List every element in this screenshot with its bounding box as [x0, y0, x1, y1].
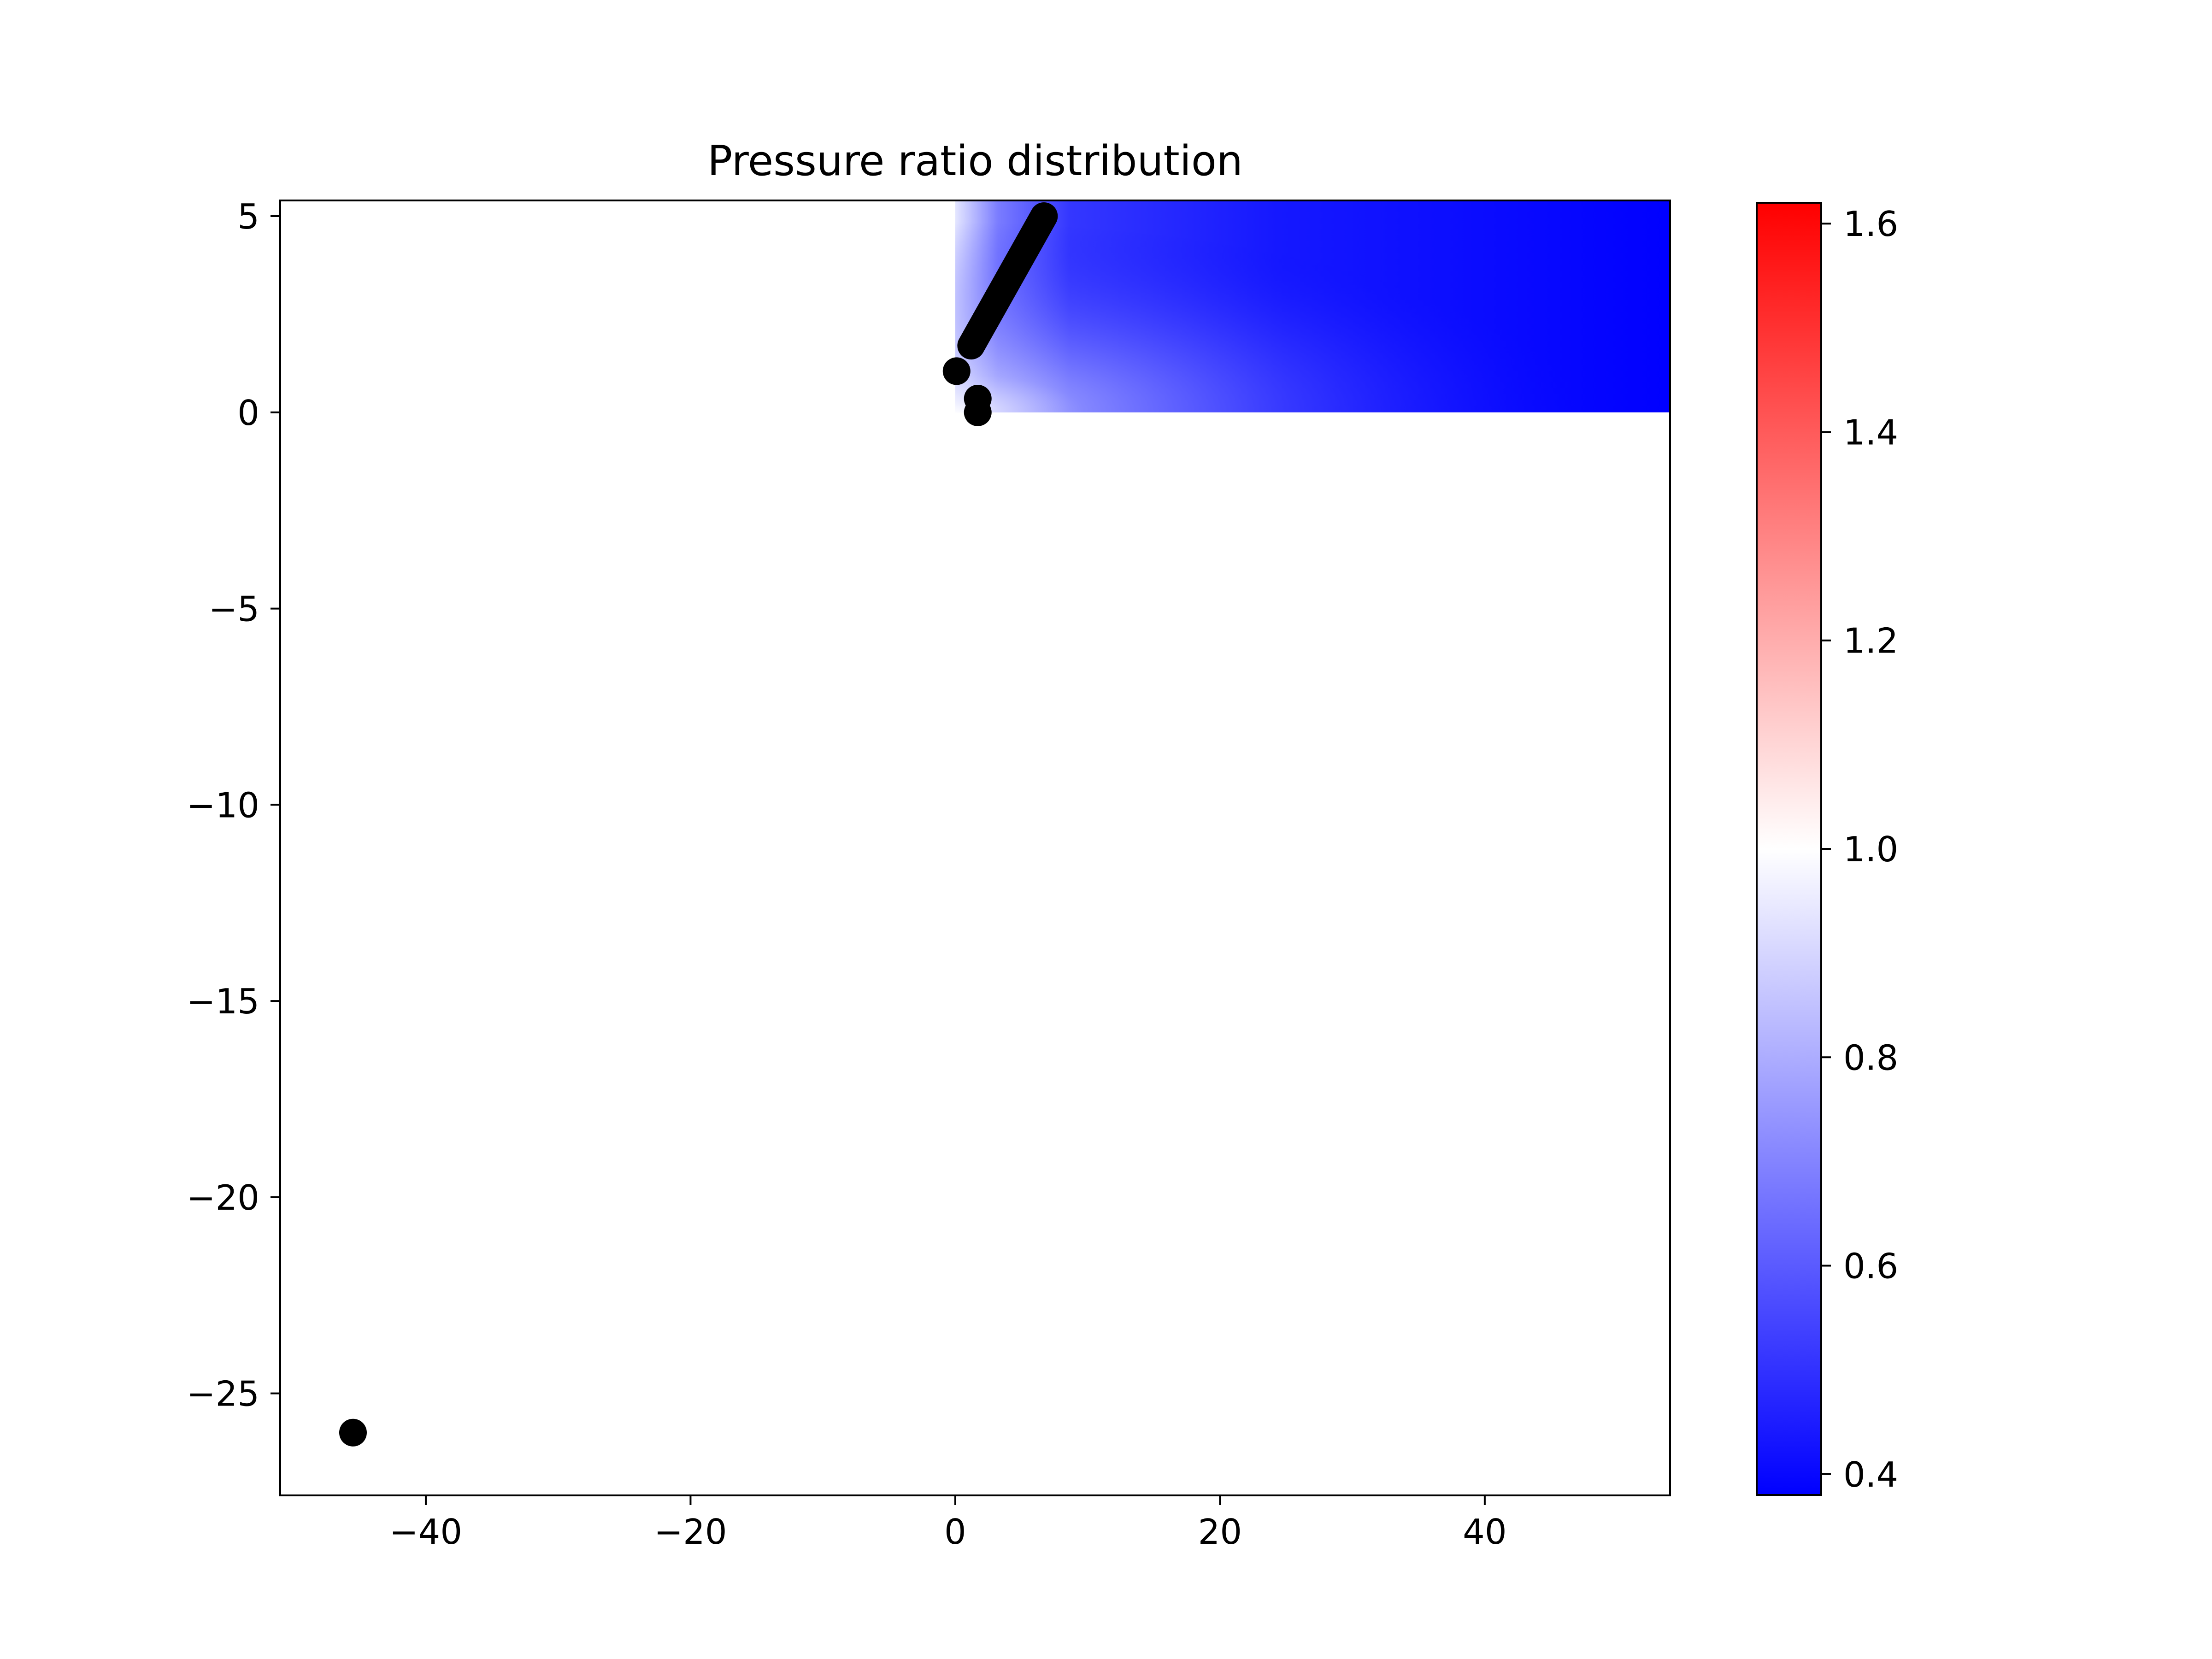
x-axis: −40 −20 0 20 40: [389, 1495, 1507, 1552]
colorbar-axis: 1.6 1.4 1.2 1.0 0.8 0.6 0.4: [1821, 204, 1898, 1495]
x-tick-label: 0: [944, 1512, 966, 1552]
colorbar-tick-label: 1.6: [1843, 204, 1898, 244]
plot-area: [339, 200, 1670, 1447]
x-tick-label: −20: [654, 1512, 727, 1552]
marker-line: [957, 202, 1058, 360]
chart-title: Pressure ratio distribution: [707, 137, 1243, 185]
y-tick-label: 0: [237, 393, 259, 433]
colorbar-tick-label: 0.4: [1843, 1454, 1898, 1495]
colorbar-tick-label: 1.4: [1843, 412, 1898, 453]
y-tick-label: −15: [187, 981, 259, 1022]
y-tick-label: −25: [187, 1374, 259, 1414]
pressure-field-glow: [955, 200, 1670, 412]
colorbar-tick-label: 1.2: [1843, 621, 1898, 661]
axes-frame: [279, 200, 1671, 1496]
x-tick-label: 20: [1198, 1512, 1242, 1552]
x-tick-label: 40: [1463, 1512, 1506, 1552]
x-tick-label: −40: [389, 1512, 462, 1552]
colorbar-tick-label: 1.0: [1843, 829, 1898, 870]
colorbar-tick-label: 0.6: [1843, 1246, 1898, 1287]
colorbar-tick-label: 0.8: [1843, 1037, 1898, 1078]
y-tick-label: −10: [187, 785, 259, 825]
colorbar: [1756, 202, 1822, 1496]
y-tick-label: −5: [208, 589, 259, 629]
markers-layer: [339, 202, 1058, 1447]
marker-point-2: [964, 398, 992, 426]
y-tick-label: 5: [237, 196, 259, 237]
marker-point-0: [942, 357, 971, 385]
marker-point-3: [339, 1418, 367, 1447]
y-axis: 5 0 −5 −10 −15 −20 −25: [187, 196, 280, 1414]
y-tick-label: −20: [187, 1177, 259, 1218]
